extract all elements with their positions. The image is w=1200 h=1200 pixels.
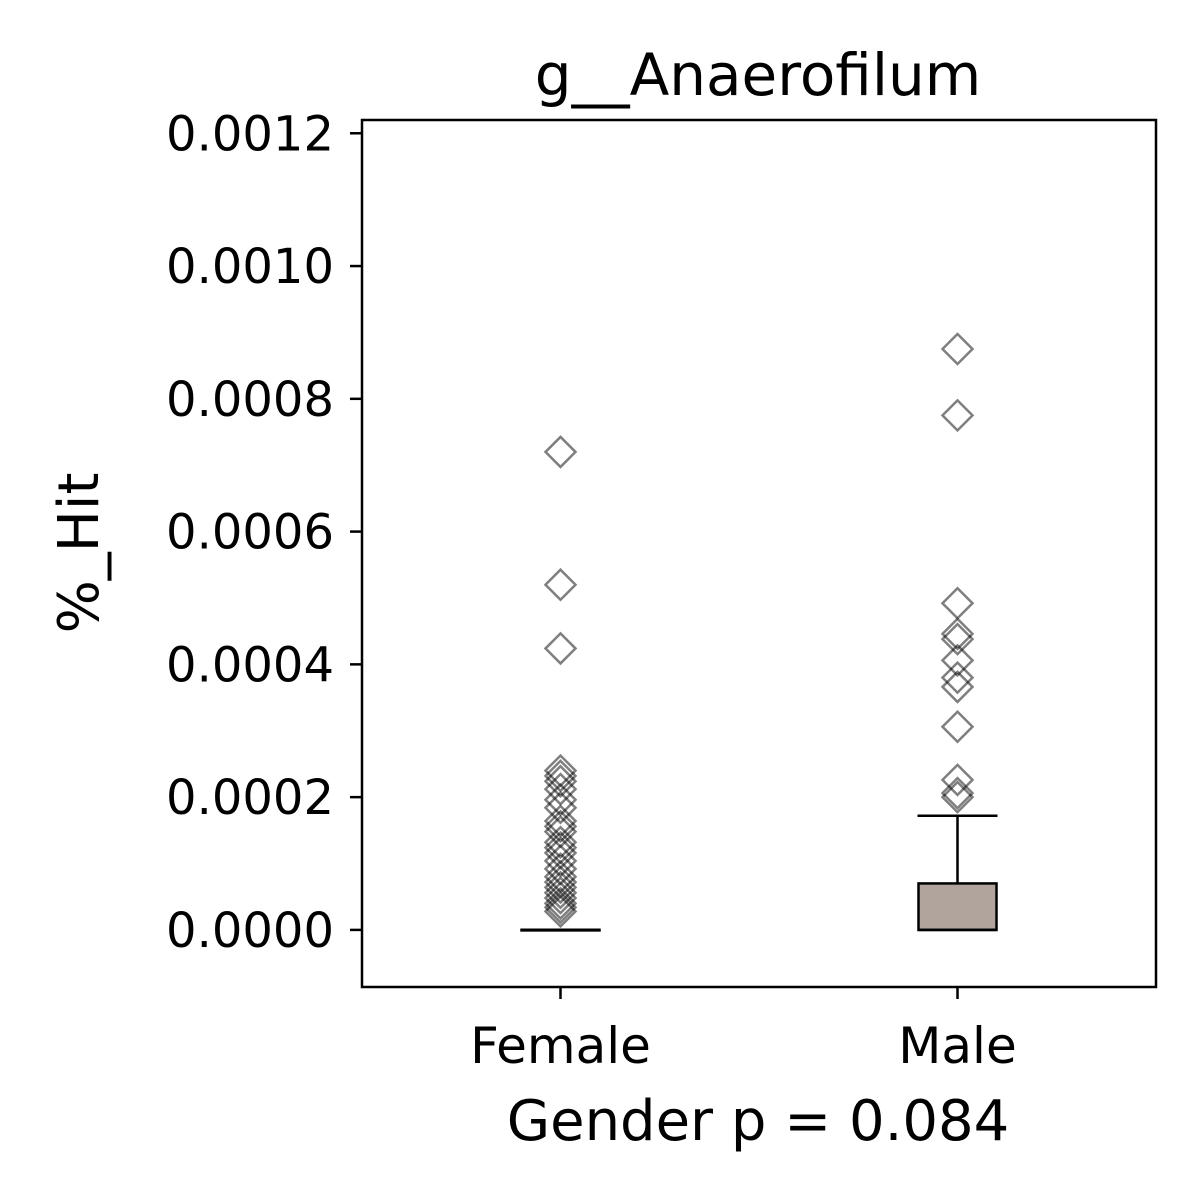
x-axis-label: Gender p = 0.084 (507, 1089, 1010, 1154)
outlier-point (940, 586, 975, 621)
y-tick-label: 0.0012 (166, 106, 334, 162)
outlier-point (543, 890, 578, 925)
chart-title: g__Anaerofilum (535, 41, 981, 109)
x-tick-label-female: Female (470, 1017, 651, 1075)
outlier-point (543, 759, 578, 793)
outlier-point (543, 881, 578, 915)
box (917, 882, 998, 932)
y-tick-label: 0.0004 (166, 637, 334, 693)
outlier-point (940, 622, 975, 656)
y-tick-label: 0.0002 (166, 770, 334, 826)
y-tick-label: 0.0010 (166, 239, 334, 295)
outlier-point (543, 804, 578, 838)
outlier-point (543, 886, 578, 921)
outlier-point (940, 709, 975, 744)
y-tick-label: 0.0008 (166, 372, 334, 428)
outlier-point (543, 844, 578, 878)
y-axis-ticks: 0.0000 0.0002 0.0004 0.0006 0.0008 0.0010 0.00… (166, 106, 362, 959)
outlier-point (543, 772, 578, 806)
outlier-point (543, 870, 578, 905)
box-group-male (917, 332, 998, 932)
outlier-point (940, 398, 975, 433)
outlier-point (543, 790, 578, 825)
plot-frame (360, 118, 1158, 989)
x-tick-label-male: Male (898, 1017, 1016, 1075)
outlier-point (940, 780, 975, 814)
y-axis-label: %_Hit (47, 473, 112, 634)
x-axis-ticks: Female Male (470, 987, 1017, 1075)
outlier-point (543, 567, 578, 602)
y-tick-label: 0.0000 (166, 903, 334, 959)
outlier-point (543, 783, 578, 817)
outlier-point (543, 875, 578, 910)
outlier-point (940, 776, 975, 810)
outlier-point (543, 894, 578, 929)
outlier-point (940, 617, 975, 651)
outlier-point (543, 809, 578, 844)
outlier-point (940, 670, 975, 704)
y-tick-label: 0.0006 (166, 505, 334, 561)
outlier-point (940, 763, 975, 797)
outlier-point (940, 643, 975, 678)
outlier-point (940, 332, 975, 366)
outlier-point (543, 435, 578, 469)
outlier-point (543, 825, 578, 860)
box-plot-marks (520, 332, 998, 932)
outlier-point (940, 660, 975, 695)
outlier-point (543, 764, 578, 798)
box-group-female (520, 435, 601, 932)
outlier-point (543, 631, 578, 666)
